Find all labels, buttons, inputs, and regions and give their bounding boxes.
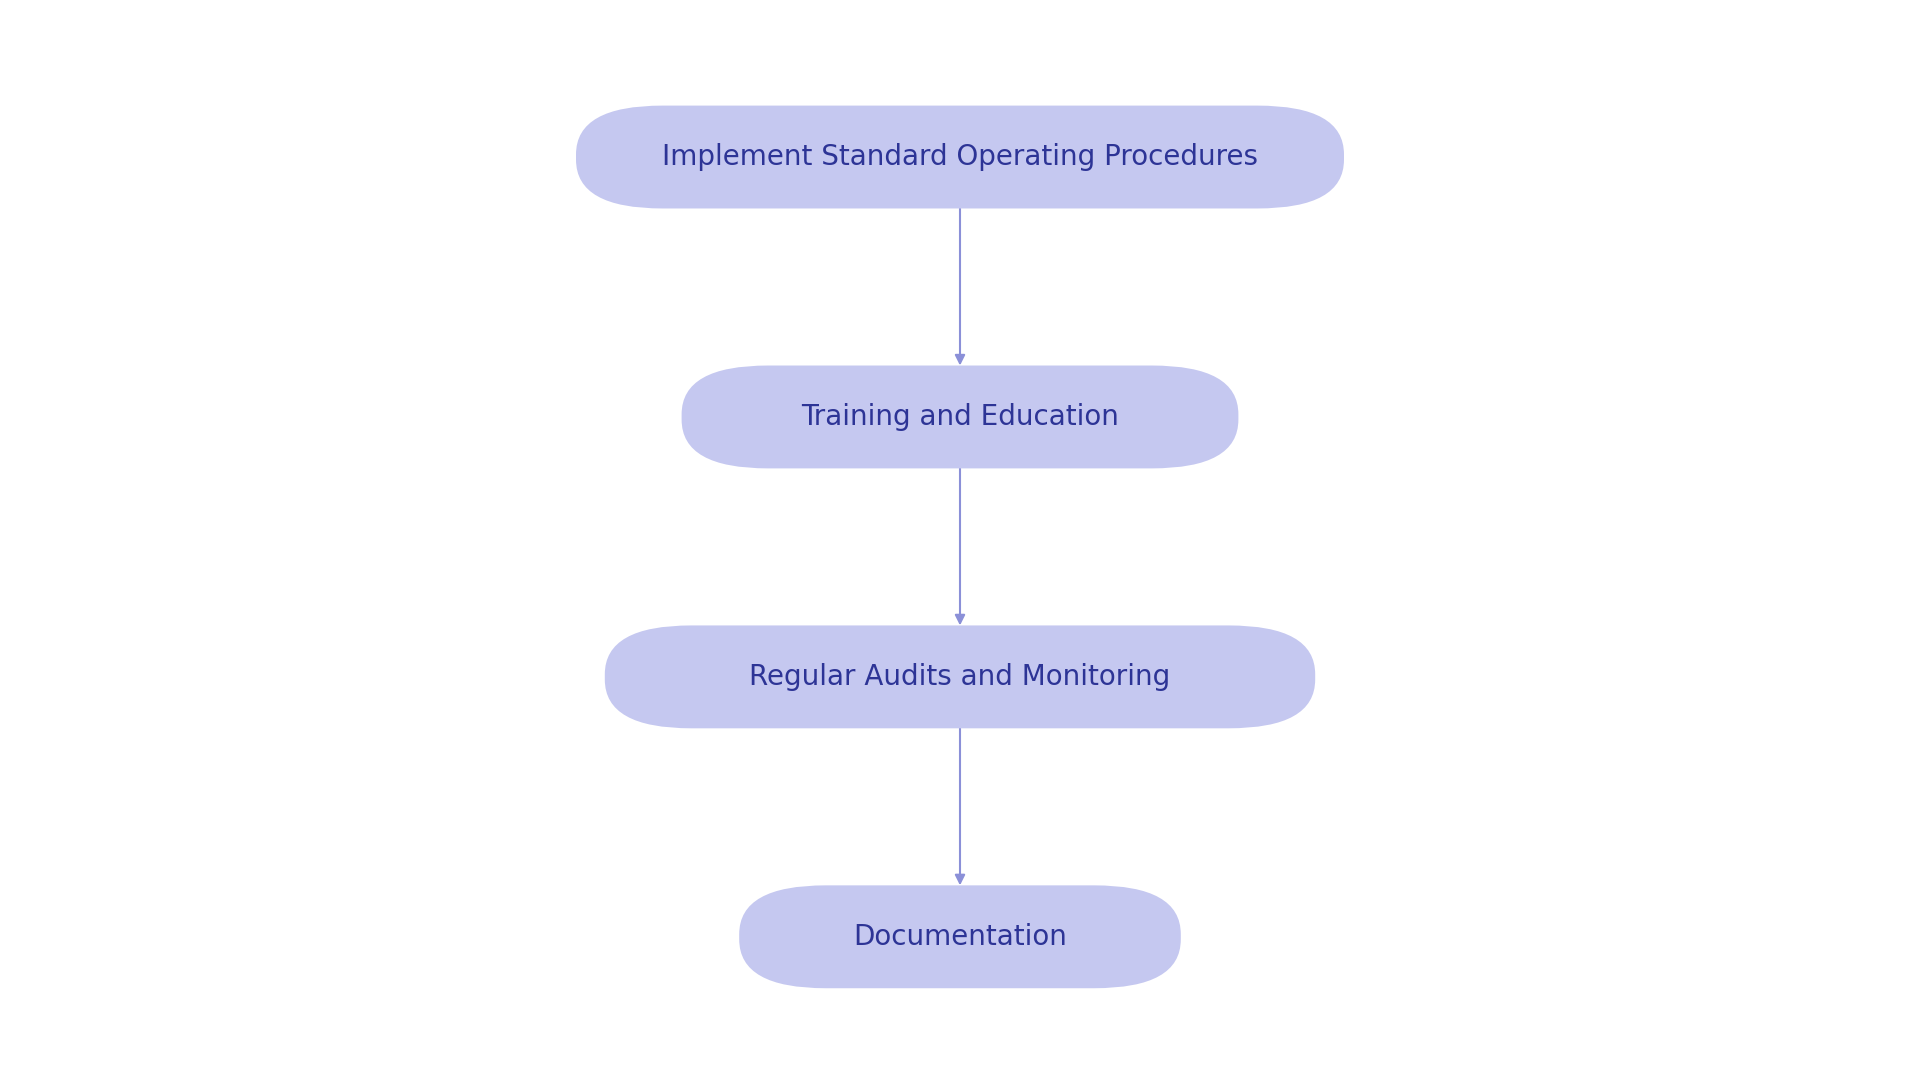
Text: Documentation: Documentation (852, 923, 1068, 951)
Text: Implement Standard Operating Procedures: Implement Standard Operating Procedures (662, 143, 1258, 171)
Text: Training and Education: Training and Education (801, 403, 1119, 431)
FancyBboxPatch shape (739, 886, 1181, 988)
Text: Regular Audits and Monitoring: Regular Audits and Monitoring (749, 663, 1171, 691)
FancyBboxPatch shape (605, 626, 1315, 728)
FancyBboxPatch shape (576, 106, 1344, 208)
FancyBboxPatch shape (682, 366, 1238, 469)
